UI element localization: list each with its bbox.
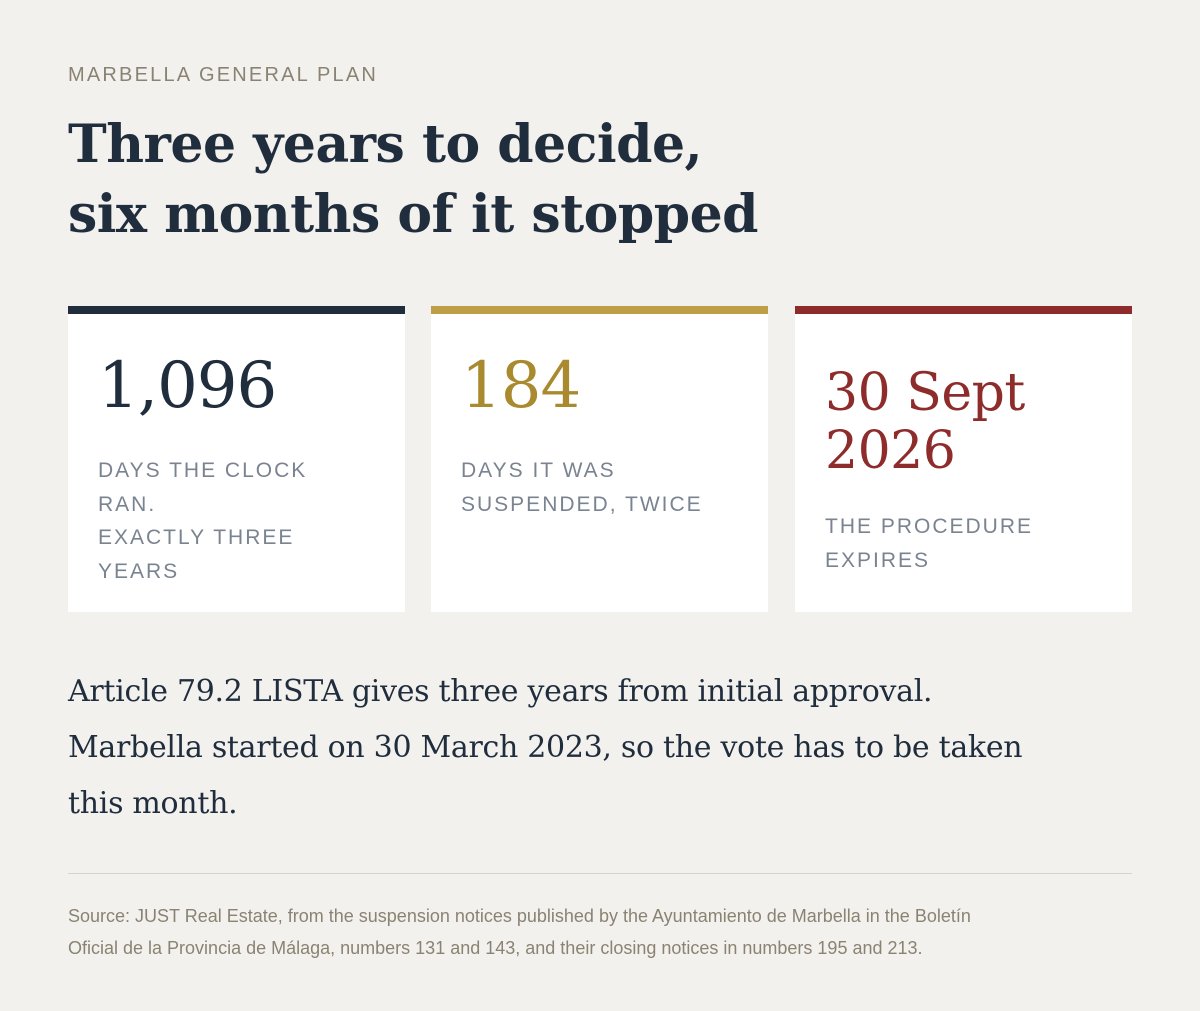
title-line-1: Three years to decide, [68,114,703,175]
stat-label-line: EXPIRES [825,548,931,572]
stat-value-line: 30 Sept [825,363,1025,423]
stat-cards: 1,096 DAYS THE CLOCK RAN. EXACTLY THREE … [68,306,1132,612]
stat-label-line: DAYS THE CLOCK [98,459,308,482]
stat-label-expiry-date: THE PROCEDURE EXPIRES [825,510,1105,577]
divider [68,873,1132,874]
stat-value-days-suspended: 184 [461,349,581,423]
stat-value-expiry-date: 30 Sept 2026 [825,364,1025,480]
stat-label-line: DAYS IT WAS [461,459,616,482]
stat-card-days-suspended: 184 DAYS IT WAS SUSPENDED, TWICE [431,306,768,612]
paragraph-line: Marbella started on 30 March 2023, so th… [68,730,1023,765]
stat-label-line: EXACTLY THREE [98,526,295,549]
stat-value-days-ran: 1,096 [98,349,277,423]
paragraph-line: this month. [68,786,238,821]
source-line: Source: JUST Real Estate, from the suspe… [68,906,971,926]
title-line-2: six months of it stopped [68,184,759,245]
stat-value-line: 2026 [825,421,956,481]
page-title: Three years to decide, six months of it … [68,110,1068,250]
stat-label-line: SUSPENDED, TWICE [461,492,703,516]
stat-label-days-suspended: DAYS IT WAS SUSPENDED, TWICE [461,454,751,521]
stat-card-days-ran: 1,096 DAYS THE CLOCK RAN. EXACTLY THREE … [68,306,405,612]
stat-label-line: YEARS [98,559,180,583]
paragraph-line: Article 79.2 LISTA gives three years fro… [68,674,933,709]
source-line: Oficial de la Provincia de Málaga, numbe… [68,938,923,958]
stat-card-expiry-date: 30 Sept 2026 THE PROCEDURE EXPIRES [795,306,1132,612]
stat-label-line: THE PROCEDURE [825,515,1034,538]
eyebrow-label: MARBELLA GENERAL PLAN [68,64,379,86]
stat-label-line: RAN. [98,492,157,516]
stat-label-days-ran: DAYS THE CLOCK RAN. EXACTLY THREE YEARS [98,454,358,588]
explanatory-paragraph: Article 79.2 LISTA gives three years fro… [68,664,1138,832]
source-note: Source: JUST Real Estate, from the suspe… [68,900,1148,964]
